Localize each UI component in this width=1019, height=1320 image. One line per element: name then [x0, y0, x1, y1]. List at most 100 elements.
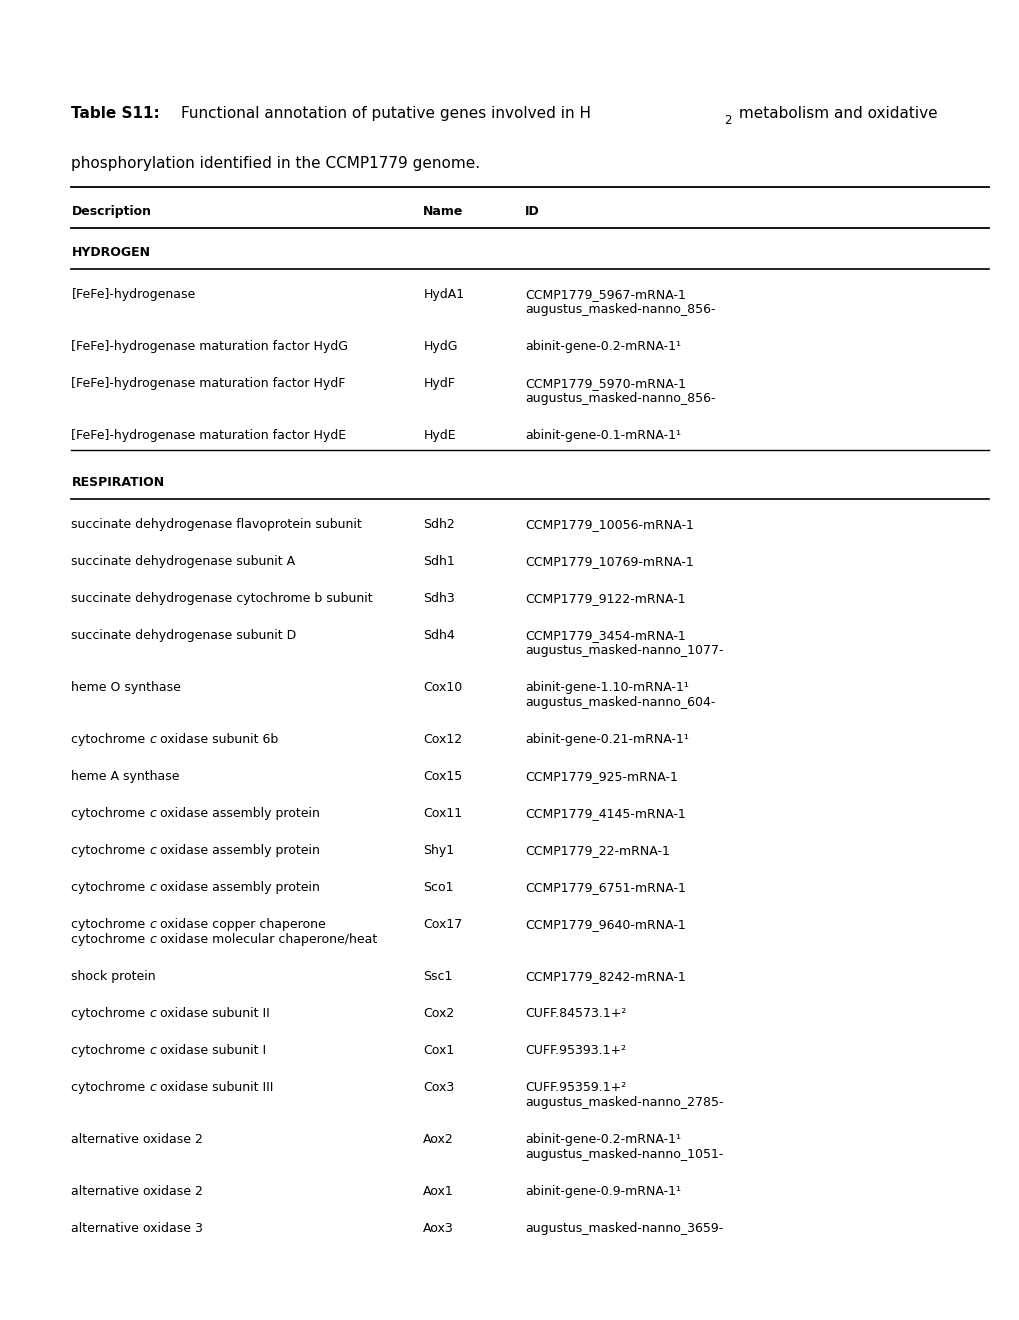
Text: alternative oxidase 2: alternative oxidase 2: [71, 1133, 203, 1146]
Text: abinit-gene-0.1-mRNA-1¹: abinit-gene-0.1-mRNA-1¹: [525, 429, 681, 442]
Text: Name: Name: [423, 205, 464, 218]
Text: 2: 2: [723, 114, 731, 127]
Text: [FeFe]-hydrogenase maturation factor HydG: [FeFe]-hydrogenase maturation factor Hyd…: [71, 341, 348, 354]
Text: augustus_masked-nanno_1051-: augustus_masked-nanno_1051-: [525, 1147, 722, 1160]
Text: cytochrome: cytochrome: [71, 1007, 150, 1019]
Text: abinit-gene-1.10-mRNA-1¹: abinit-gene-1.10-mRNA-1¹: [525, 681, 689, 693]
Text: abinit-gene-0.21-mRNA-1¹: abinit-gene-0.21-mRNA-1¹: [525, 733, 689, 746]
Text: Cox12: Cox12: [423, 733, 462, 746]
Text: augustus_masked-nanno_3659-: augustus_masked-nanno_3659-: [525, 1221, 722, 1234]
Text: HydF: HydF: [423, 378, 454, 391]
Text: Cox3: Cox3: [423, 1081, 454, 1093]
Text: [FeFe]-hydrogenase: [FeFe]-hydrogenase: [71, 288, 196, 301]
Text: Aox3: Aox3: [423, 1221, 453, 1234]
Text: c: c: [150, 807, 156, 820]
Text: ID: ID: [525, 205, 539, 218]
Text: abinit-gene-0.2-mRNA-1¹: abinit-gene-0.2-mRNA-1¹: [525, 341, 681, 354]
Text: oxidase subunit I: oxidase subunit I: [156, 1044, 266, 1056]
Text: alternative oxidase 3: alternative oxidase 3: [71, 1221, 203, 1234]
Text: CCMP1779_4145-mRNA-1: CCMP1779_4145-mRNA-1: [525, 807, 686, 820]
Text: cytochrome: cytochrome: [71, 932, 150, 945]
Text: metabolism and oxidative: metabolism and oxidative: [734, 106, 937, 120]
Text: [FeFe]-hydrogenase maturation factor HydE: [FeFe]-hydrogenase maturation factor Hyd…: [71, 429, 346, 442]
Text: abinit-gene-0.2-mRNA-1¹: abinit-gene-0.2-mRNA-1¹: [525, 1133, 681, 1146]
Text: cytochrome: cytochrome: [71, 1081, 150, 1093]
Text: cytochrome: cytochrome: [71, 843, 150, 857]
Text: augustus_masked-nanno_1077-: augustus_masked-nanno_1077-: [525, 644, 723, 656]
Text: oxidase copper chaperone: oxidase copper chaperone: [156, 917, 326, 931]
Text: CCMP1779_9640-mRNA-1: CCMP1779_9640-mRNA-1: [525, 917, 686, 931]
Text: CCMP1779_6751-mRNA-1: CCMP1779_6751-mRNA-1: [525, 880, 686, 894]
Text: CCMP1779_3454-mRNA-1: CCMP1779_3454-mRNA-1: [525, 628, 686, 642]
Text: heme A synthase: heme A synthase: [71, 770, 179, 783]
Text: oxidase assembly protein: oxidase assembly protein: [156, 880, 320, 894]
Text: c: c: [150, 917, 156, 931]
Text: Sco1: Sco1: [423, 880, 453, 894]
Text: Sdh2: Sdh2: [423, 517, 454, 531]
Text: CUFF.95359.1+²: CUFF.95359.1+²: [525, 1081, 626, 1093]
Text: RESPIRATION: RESPIRATION: [71, 475, 164, 488]
Text: Description: Description: [71, 205, 151, 218]
Text: Table S11:: Table S11:: [71, 106, 160, 120]
Text: Aox1: Aox1: [423, 1184, 453, 1197]
Text: alternative oxidase 2: alternative oxidase 2: [71, 1184, 203, 1197]
Text: Ssc1: Ssc1: [423, 970, 452, 982]
Text: CCMP1779_10056-mRNA-1: CCMP1779_10056-mRNA-1: [525, 517, 694, 531]
Text: augustus_masked-nanno_2785-: augustus_masked-nanno_2785-: [525, 1096, 723, 1109]
Text: Sdh1: Sdh1: [423, 554, 454, 568]
Text: oxidase subunit II: oxidase subunit II: [156, 1007, 270, 1019]
Text: c: c: [150, 843, 156, 857]
Text: HydG: HydG: [423, 341, 458, 354]
Text: Functional annotation of putative genes involved in H: Functional annotation of putative genes …: [180, 106, 590, 120]
Text: abinit-gene-0.9-mRNA-1¹: abinit-gene-0.9-mRNA-1¹: [525, 1184, 681, 1197]
Text: augustus_masked-nanno_856-: augustus_masked-nanno_856-: [525, 304, 715, 317]
Text: phosphorylation identified in the CCMP1779 genome.: phosphorylation identified in the CCMP17…: [71, 156, 480, 170]
Text: cytochrome: cytochrome: [71, 917, 150, 931]
Text: HydA1: HydA1: [423, 288, 464, 301]
Text: oxidase assembly protein: oxidase assembly protein: [156, 807, 320, 820]
Text: cytochrome: cytochrome: [71, 733, 150, 746]
Text: c: c: [150, 932, 156, 945]
Text: CCMP1779_10769-mRNA-1: CCMP1779_10769-mRNA-1: [525, 554, 693, 568]
Text: oxidase subunit 6b: oxidase subunit 6b: [156, 733, 278, 746]
Text: CCMP1779_22-mRNA-1: CCMP1779_22-mRNA-1: [525, 843, 669, 857]
Text: succinate dehydrogenase subunit A: succinate dehydrogenase subunit A: [71, 554, 296, 568]
Text: [FeFe]-hydrogenase maturation factor HydF: [FeFe]-hydrogenase maturation factor Hyd…: [71, 378, 345, 391]
Text: oxidase assembly protein: oxidase assembly protein: [156, 843, 320, 857]
Text: Shy1: Shy1: [423, 843, 454, 857]
Text: HYDROGEN: HYDROGEN: [71, 247, 150, 259]
Text: Cox2: Cox2: [423, 1007, 454, 1019]
Text: Sdh4: Sdh4: [423, 628, 454, 642]
Text: CCMP1779_8242-mRNA-1: CCMP1779_8242-mRNA-1: [525, 970, 686, 982]
Text: Cox17: Cox17: [423, 917, 462, 931]
Text: c: c: [150, 733, 156, 746]
Text: oxidase molecular chaperone/heat: oxidase molecular chaperone/heat: [156, 932, 377, 945]
Text: augustus_masked-nanno_604-: augustus_masked-nanno_604-: [525, 696, 715, 709]
Text: heme O synthase: heme O synthase: [71, 681, 181, 693]
Text: c: c: [150, 1081, 156, 1093]
Text: Cox15: Cox15: [423, 770, 462, 783]
Text: c: c: [150, 880, 156, 894]
Text: CUFF.95393.1+²: CUFF.95393.1+²: [525, 1044, 626, 1056]
Text: cytochrome: cytochrome: [71, 1044, 150, 1056]
Text: Aox2: Aox2: [423, 1133, 453, 1146]
Text: Cox11: Cox11: [423, 807, 462, 820]
Text: oxidase subunit III: oxidase subunit III: [156, 1081, 273, 1093]
Text: Cox1: Cox1: [423, 1044, 454, 1056]
Text: c: c: [150, 1007, 156, 1019]
Text: augustus_masked-nanno_856-: augustus_masked-nanno_856-: [525, 392, 715, 405]
Text: c: c: [150, 1044, 156, 1056]
Text: cytochrome: cytochrome: [71, 807, 150, 820]
Text: Sdh3: Sdh3: [423, 591, 454, 605]
Text: shock protein: shock protein: [71, 970, 156, 982]
Text: CUFF.84573.1+²: CUFF.84573.1+²: [525, 1007, 626, 1019]
Text: CCMP1779_5967-mRNA-1: CCMP1779_5967-mRNA-1: [525, 288, 686, 301]
Text: succinate dehydrogenase subunit D: succinate dehydrogenase subunit D: [71, 628, 297, 642]
Text: cytochrome: cytochrome: [71, 880, 150, 894]
Text: CCMP1779_5970-mRNA-1: CCMP1779_5970-mRNA-1: [525, 378, 686, 391]
Text: CCMP1779_9122-mRNA-1: CCMP1779_9122-mRNA-1: [525, 591, 685, 605]
Text: CCMP1779_925-mRNA-1: CCMP1779_925-mRNA-1: [525, 770, 678, 783]
Text: HydE: HydE: [423, 429, 455, 442]
Text: Cox10: Cox10: [423, 681, 462, 693]
Text: succinate dehydrogenase cytochrome b subunit: succinate dehydrogenase cytochrome b sub…: [71, 591, 373, 605]
